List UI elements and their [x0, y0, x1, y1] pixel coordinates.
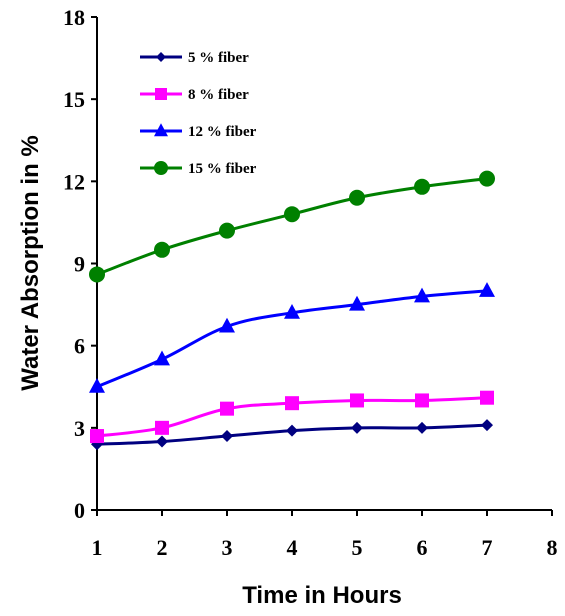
- data-point: [414, 178, 430, 195]
- data-point: [154, 241, 170, 258]
- data-point: [481, 419, 493, 432]
- data-point: [351, 421, 363, 434]
- series-4: [89, 170, 495, 283]
- data-point: [220, 401, 234, 416]
- legend-entry: 5 % fiber: [140, 50, 249, 66]
- axes: [91, 16, 553, 516]
- legend-entry: 8 % fiber: [140, 87, 249, 103]
- legend: 5 % fiber 8 % fiber 12 % fiber 15 % fiber: [140, 50, 257, 177]
- data-point: [284, 304, 300, 319]
- series-group: [89, 170, 495, 451]
- x-axis-label: Time in Hours: [242, 582, 402, 609]
- x-tick-label: 2: [157, 535, 168, 560]
- data-point: [219, 222, 235, 239]
- legend-label: 8 % fiber: [188, 87, 249, 103]
- legend-entry: 12 % fiber: [140, 123, 257, 140]
- x-tick-label: 4: [287, 535, 298, 560]
- data-point: [156, 435, 168, 448]
- x-tick-label: 7: [482, 535, 493, 560]
- legend-marker: [155, 88, 167, 100]
- y-tick-label: 15: [63, 87, 85, 112]
- data-point: [479, 170, 495, 187]
- data-point: [90, 429, 104, 444]
- series-1: [91, 419, 493, 451]
- legend-label: 12 % fiber: [188, 124, 257, 140]
- data-point: [480, 390, 494, 405]
- series-2: [90, 390, 494, 444]
- x-tick-label: 8: [547, 535, 558, 560]
- y-tick-label: 18: [63, 5, 85, 30]
- data-point: [154, 350, 170, 366]
- series-3: [89, 282, 495, 393]
- legend-label: 15 % fiber: [188, 161, 257, 177]
- data-point: [416, 421, 428, 434]
- y-tick-label: 3: [74, 416, 85, 441]
- legend-entry: 15 % fiber: [140, 161, 257, 177]
- data-point: [415, 393, 429, 408]
- x-tick-label: 3: [222, 535, 233, 560]
- legend-label: 5 % fiber: [188, 50, 249, 66]
- legend-marker: [156, 52, 166, 62]
- y-tick-label: 6: [74, 334, 85, 359]
- data-point: [89, 266, 105, 283]
- series-line: [96, 177, 488, 276]
- legend-marker: [154, 161, 168, 175]
- data-point: [155, 420, 169, 435]
- data-point: [219, 317, 235, 333]
- y-tick-label: 12: [63, 169, 85, 194]
- x-tick-label: 6: [417, 535, 428, 560]
- data-point: [286, 424, 298, 437]
- data-point: [349, 189, 365, 206]
- data-point: [284, 206, 300, 223]
- data-point: [414, 287, 430, 303]
- data-point: [349, 295, 365, 311]
- data-point: [89, 377, 105, 393]
- x-tick-label: 5: [352, 535, 363, 560]
- y-tick-label: 0: [74, 498, 85, 523]
- x-tick-label: 1: [92, 535, 103, 560]
- data-point: [285, 396, 299, 411]
- data-point: [221, 430, 233, 443]
- data-point: [479, 282, 495, 297]
- data-point: [350, 393, 364, 408]
- legend-marker: [154, 123, 168, 137]
- y-axis-label: Water Absorption in %: [17, 135, 44, 391]
- y-tick-label: 9: [74, 252, 85, 277]
